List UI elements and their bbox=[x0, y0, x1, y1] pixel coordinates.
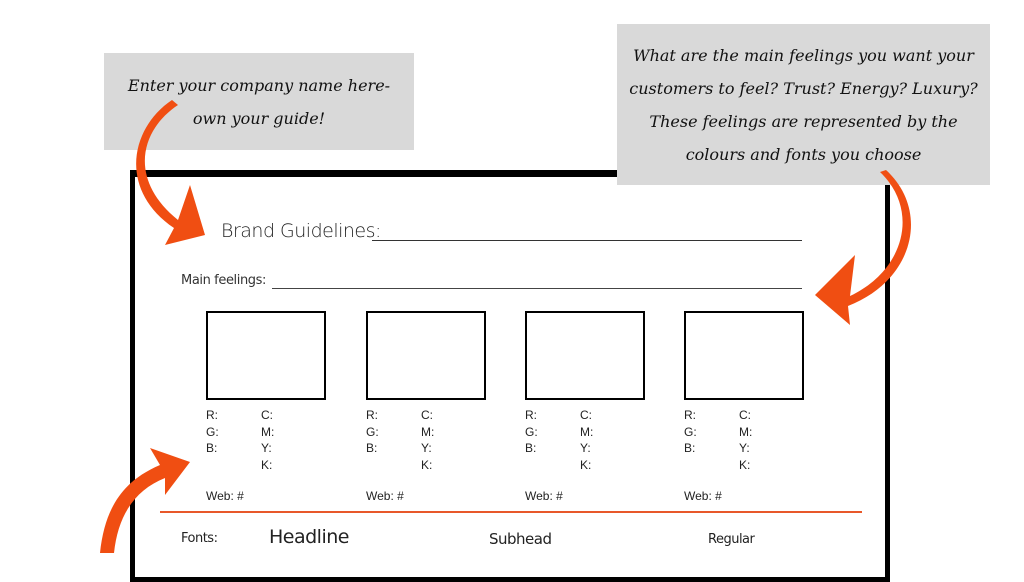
g-label: G: bbox=[684, 424, 697, 439]
cmyk-labels: C: M: Y: K: bbox=[421, 407, 434, 473]
divider bbox=[160, 511, 862, 513]
web-hex-label: Web: # bbox=[206, 489, 244, 503]
m-label: M: bbox=[261, 424, 275, 439]
font-regular: Regular bbox=[708, 532, 755, 547]
c-label: C: bbox=[261, 408, 273, 422]
r-label: R: bbox=[206, 408, 218, 422]
callout-text: Enter your company name here- own your g… bbox=[127, 75, 391, 128]
m-label: M: bbox=[580, 424, 594, 439]
main-feelings-line[interactable] bbox=[272, 288, 802, 289]
k-label: K: bbox=[261, 457, 273, 472]
c-label: C: bbox=[580, 408, 592, 422]
m-label: M: bbox=[739, 424, 753, 439]
rgb-labels: R: G: B: bbox=[525, 407, 538, 457]
k-label: K: bbox=[739, 457, 751, 472]
m-label: M: bbox=[421, 424, 435, 439]
brand-guidelines-title: Brand Guidelines: bbox=[221, 220, 381, 242]
b-label: B: bbox=[525, 441, 537, 455]
y-label: Y: bbox=[421, 441, 432, 455]
web-hex-label: Web: # bbox=[525, 489, 563, 503]
b-label: B: bbox=[366, 441, 378, 455]
b-label: B: bbox=[684, 441, 696, 455]
g-label: G: bbox=[206, 424, 219, 439]
web-hex-label: Web: # bbox=[684, 489, 722, 503]
r-label: R: bbox=[525, 408, 537, 422]
font-subhead: Subhead bbox=[489, 530, 552, 548]
rgb-labels: R: G: B: bbox=[206, 407, 219, 457]
rgb-labels: R: G: B: bbox=[366, 407, 379, 457]
arrow-to-feelings-icon bbox=[815, 170, 911, 325]
arrows bbox=[100, 100, 911, 553]
c-label: C: bbox=[739, 408, 751, 422]
cmyk-labels: C: M: Y: K: bbox=[739, 407, 752, 473]
arrow-to-title-icon bbox=[136, 100, 205, 245]
g-label: G: bbox=[366, 424, 379, 439]
colour-swatch[interactable] bbox=[366, 311, 486, 400]
callout-text: What are the main feelings you want your… bbox=[629, 45, 978, 164]
y-label: Y: bbox=[739, 441, 750, 455]
k-label: K: bbox=[421, 457, 433, 472]
g-label: G: bbox=[525, 424, 538, 439]
cmyk-labels: C: M: Y: K: bbox=[261, 407, 274, 473]
web-hex-label: Web: # bbox=[366, 489, 404, 503]
company-name-line[interactable] bbox=[372, 240, 802, 241]
rgb-labels: R: G: B: bbox=[684, 407, 697, 457]
k-label: K: bbox=[580, 457, 592, 472]
feelings-callout: What are the main feelings you want your… bbox=[617, 24, 990, 185]
main-feelings-label: Main feelings: bbox=[181, 273, 267, 288]
cmyk-labels: C: M: Y: K: bbox=[580, 407, 593, 473]
colour-swatch[interactable] bbox=[525, 311, 645, 400]
b-label: B: bbox=[206, 441, 218, 455]
c-label: C: bbox=[421, 408, 433, 422]
y-label: Y: bbox=[580, 441, 591, 455]
colour-swatch[interactable] bbox=[206, 311, 326, 400]
fonts-label: Fonts: bbox=[181, 531, 218, 546]
r-label: R: bbox=[366, 408, 378, 422]
arrow-to-colours-icon bbox=[100, 448, 190, 553]
r-label: R: bbox=[684, 408, 696, 422]
y-label: Y: bbox=[261, 441, 272, 455]
font-headline: Headline bbox=[269, 526, 349, 548]
colour-swatch[interactable] bbox=[684, 311, 804, 400]
company-name-callout: Enter your company name here- own your g… bbox=[104, 53, 414, 150]
